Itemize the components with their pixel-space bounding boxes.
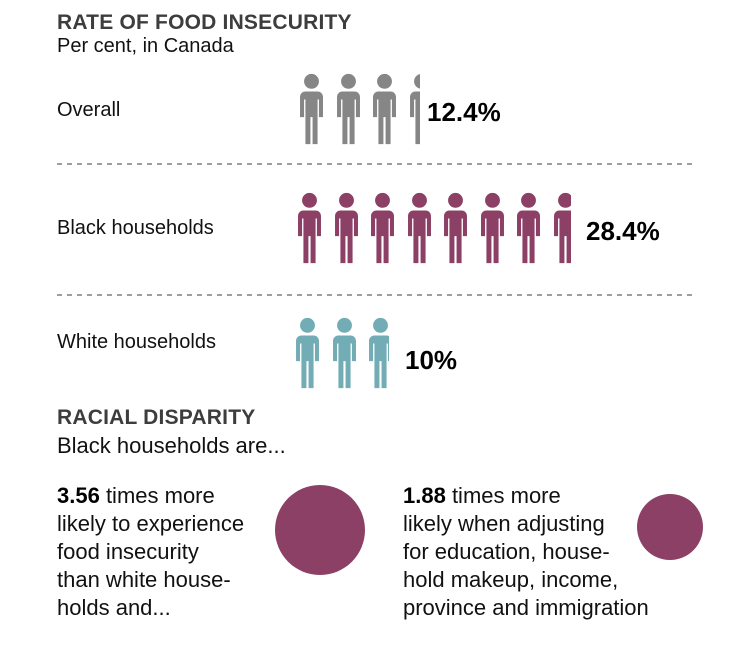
person-icon <box>369 192 396 264</box>
person-icon <box>296 192 323 264</box>
stat-line: 3.56 times more <box>57 483 215 508</box>
row-value-white-households: 10% <box>405 345 458 375</box>
person-icon <box>333 192 360 264</box>
stat-line: province and immigration <box>403 595 649 620</box>
disparity-circle-small <box>637 494 703 560</box>
stat-line: likely to experience <box>57 511 245 536</box>
dashed-divider <box>57 163 695 165</box>
person-icon <box>479 192 506 264</box>
person-icon <box>406 192 433 264</box>
row-label-black-households: Black households <box>57 217 214 239</box>
pictogram-white-households <box>294 317 389 389</box>
person-icon <box>371 73 398 145</box>
disparity-circle-large <box>275 485 365 575</box>
person-icon-partial <box>408 73 420 145</box>
person-icon <box>442 192 469 264</box>
person-icon <box>298 73 325 145</box>
person-icon <box>331 317 358 389</box>
stat-line: 1.88 times more <box>403 483 561 508</box>
row-label-overall: Overall <box>57 99 121 121</box>
section1-title: RATE OF FOOD INSECURITY <box>57 11 352 34</box>
person-icon-partial <box>367 317 389 389</box>
row-label-white-households: White households <box>57 331 216 353</box>
stat-block-unadjusted: 3.56 times more likely to experience foo… <box>57 482 282 622</box>
pictogram-overall <box>298 73 420 145</box>
stat-number: 3.56 <box>57 483 100 508</box>
person-icon <box>335 73 362 145</box>
person-icon <box>515 192 542 264</box>
section2-title: RACIAL DISPARITY <box>57 406 256 429</box>
dashed-divider <box>57 294 695 296</box>
person-icon-partial <box>552 192 571 264</box>
row-value-overall: 12.4% <box>427 97 501 127</box>
stat-block-adjusted: 1.88 times more likely when adjusting fo… <box>403 482 703 622</box>
row-value-black-households: 28.4% <box>586 216 660 246</box>
pictogram-black-households <box>296 192 571 264</box>
stat-line: for education, house- <box>403 539 610 564</box>
stat-number: 1.88 <box>403 483 446 508</box>
stat-line: than white house- <box>57 567 231 592</box>
section2-subtitle: Black households are... <box>57 433 286 458</box>
stat-line: hold makeup, income, <box>403 567 619 592</box>
stat-line: holds and... <box>57 595 171 620</box>
section1-subtitle: Per cent, in Canada <box>57 35 234 57</box>
person-icon <box>294 317 321 389</box>
stat-line: food insecurity <box>57 539 199 564</box>
stat-line: likely when adjusting <box>403 511 605 536</box>
